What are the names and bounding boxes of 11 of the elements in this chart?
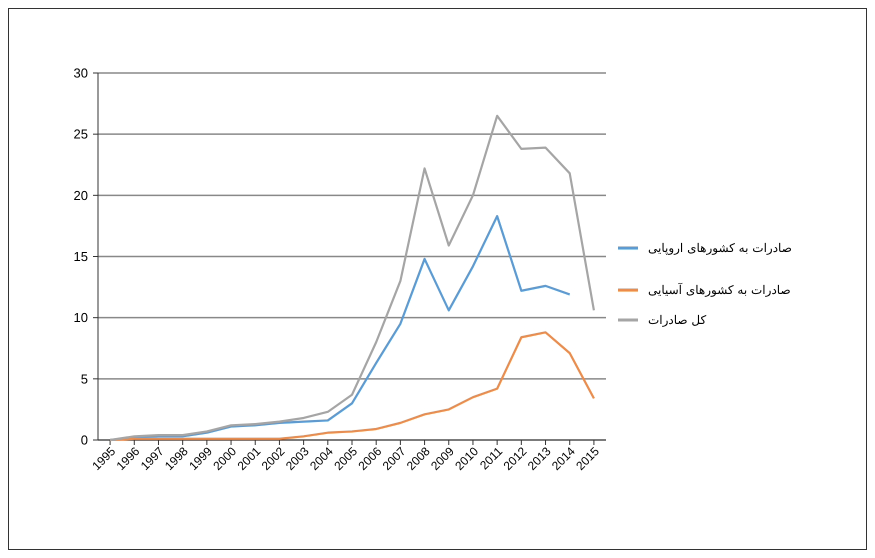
y-tick-label: 25 bbox=[74, 126, 88, 142]
y-tick-label: 0 bbox=[80, 432, 88, 448]
line-series bbox=[108, 114, 596, 442]
legend-label: کل صادرات bbox=[648, 313, 707, 328]
y-tick-label: 5 bbox=[80, 371, 88, 386]
y-tick-label: 10 bbox=[74, 310, 88, 326]
y-tick-label: 15 bbox=[74, 249, 88, 264]
legend-label: صادرات به کشورهای اروپایی bbox=[648, 241, 792, 256]
y-tick-label: 30 bbox=[74, 66, 88, 81]
y-tick-label: 20 bbox=[74, 188, 88, 203]
legend-label: صادرات به کشورهای آسیایی bbox=[648, 282, 791, 298]
